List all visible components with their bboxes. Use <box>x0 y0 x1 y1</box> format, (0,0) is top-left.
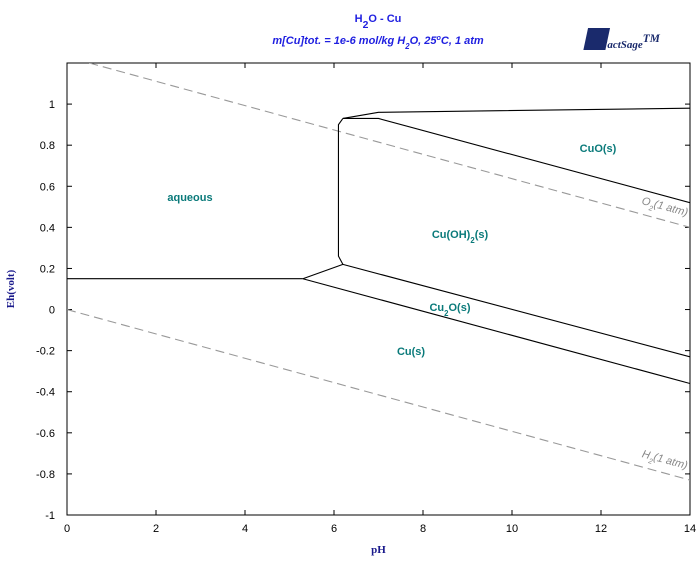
region-label: aqueous <box>167 192 212 204</box>
chart-subtitle: m[Cu]tot. = 1e-6 mol/kg H2O, 25oC, 1 atm <box>272 33 484 51</box>
x-tick-label: 14 <box>684 523 696 535</box>
region-label: Cu(OH)2(s) <box>432 229 489 245</box>
text-part: 2 <box>647 457 654 466</box>
x-tick-label: 12 <box>595 523 607 535</box>
text-part: O <box>640 195 652 209</box>
y-tick-label: 0.2 <box>40 263 55 275</box>
region-label: Cu2O(s) <box>429 302 470 318</box>
text-part: TM <box>643 33 661 45</box>
reference-line <box>67 309 690 481</box>
y-tick-label: -0.4 <box>36 387 55 399</box>
x-tick-label: 0 <box>64 523 70 535</box>
y-tick-label: -0.8 <box>36 469 55 481</box>
text-part: aqueous <box>167 192 212 204</box>
phase-boundary <box>302 263 344 280</box>
x-tick-label: 4 <box>242 523 248 535</box>
text-part: O - Cu <box>368 13 401 25</box>
phase-boundary <box>342 107 690 120</box>
y-tick-label: -1 <box>45 510 55 522</box>
y-tick-label: 0.8 <box>40 140 55 152</box>
text-part: Cu(OH) <box>432 229 471 241</box>
phase-boundary <box>337 118 344 265</box>
text-part: H <box>641 448 652 462</box>
phase-boundary <box>342 263 690 358</box>
x-tick-label: 8 <box>420 523 426 535</box>
text-part: o <box>437 33 442 42</box>
text-part: 2 <box>444 309 449 318</box>
plot-frame <box>66 62 691 516</box>
chart-title: H2O - Cu <box>355 13 402 31</box>
x-axis-label: pH <box>371 544 386 556</box>
y-tick-label: 0 <box>49 305 55 317</box>
y-tick-label: 0.6 <box>40 181 55 193</box>
y-tick-label: 1 <box>49 99 55 111</box>
text-part: 2 <box>647 204 654 213</box>
text-part: 2 <box>404 42 410 51</box>
y-axis-label: Eh(volt) <box>5 269 17 308</box>
x-tick-label: 2 <box>153 523 159 535</box>
text-part: FactSage <box>599 39 643 51</box>
logo-mark <box>583 28 611 50</box>
y-tick-label: -0.2 <box>36 346 55 358</box>
region-label: Cu(s) <box>397 346 425 358</box>
y-tick-label: -0.6 <box>36 428 55 440</box>
y-tick-label: 0.4 <box>40 222 55 234</box>
text-part: O(s) <box>449 302 471 314</box>
x-tick-label: 10 <box>506 523 518 535</box>
text-part: 2 <box>470 236 475 245</box>
text-part: Cu(s) <box>397 346 425 358</box>
text-part: C, 1 atm <box>441 35 484 47</box>
region-label: H2(1 atm) <box>640 448 689 475</box>
plot <box>67 63 690 481</box>
text-part: O, 25 <box>410 35 438 47</box>
phase-boundary <box>342 117 690 204</box>
text-part: 2 <box>363 20 369 31</box>
text-part: (s) <box>475 229 489 241</box>
phase-boundary <box>302 278 690 385</box>
text-part: CuO(s) <box>580 143 617 155</box>
text-part: (1 atm) <box>652 451 689 472</box>
text-part: Cu <box>429 302 444 314</box>
region-label: CuO(s) <box>580 143 617 155</box>
x-tick-label: 6 <box>331 523 337 535</box>
region-label: O2(1 atm) <box>640 195 690 222</box>
text-part: m[Cu]tot. = 1e-6 mol/kg H <box>272 35 406 47</box>
text-part: H <box>355 13 363 25</box>
logo: FactSageTM <box>599 33 661 51</box>
reference-line <box>89 63 690 228</box>
